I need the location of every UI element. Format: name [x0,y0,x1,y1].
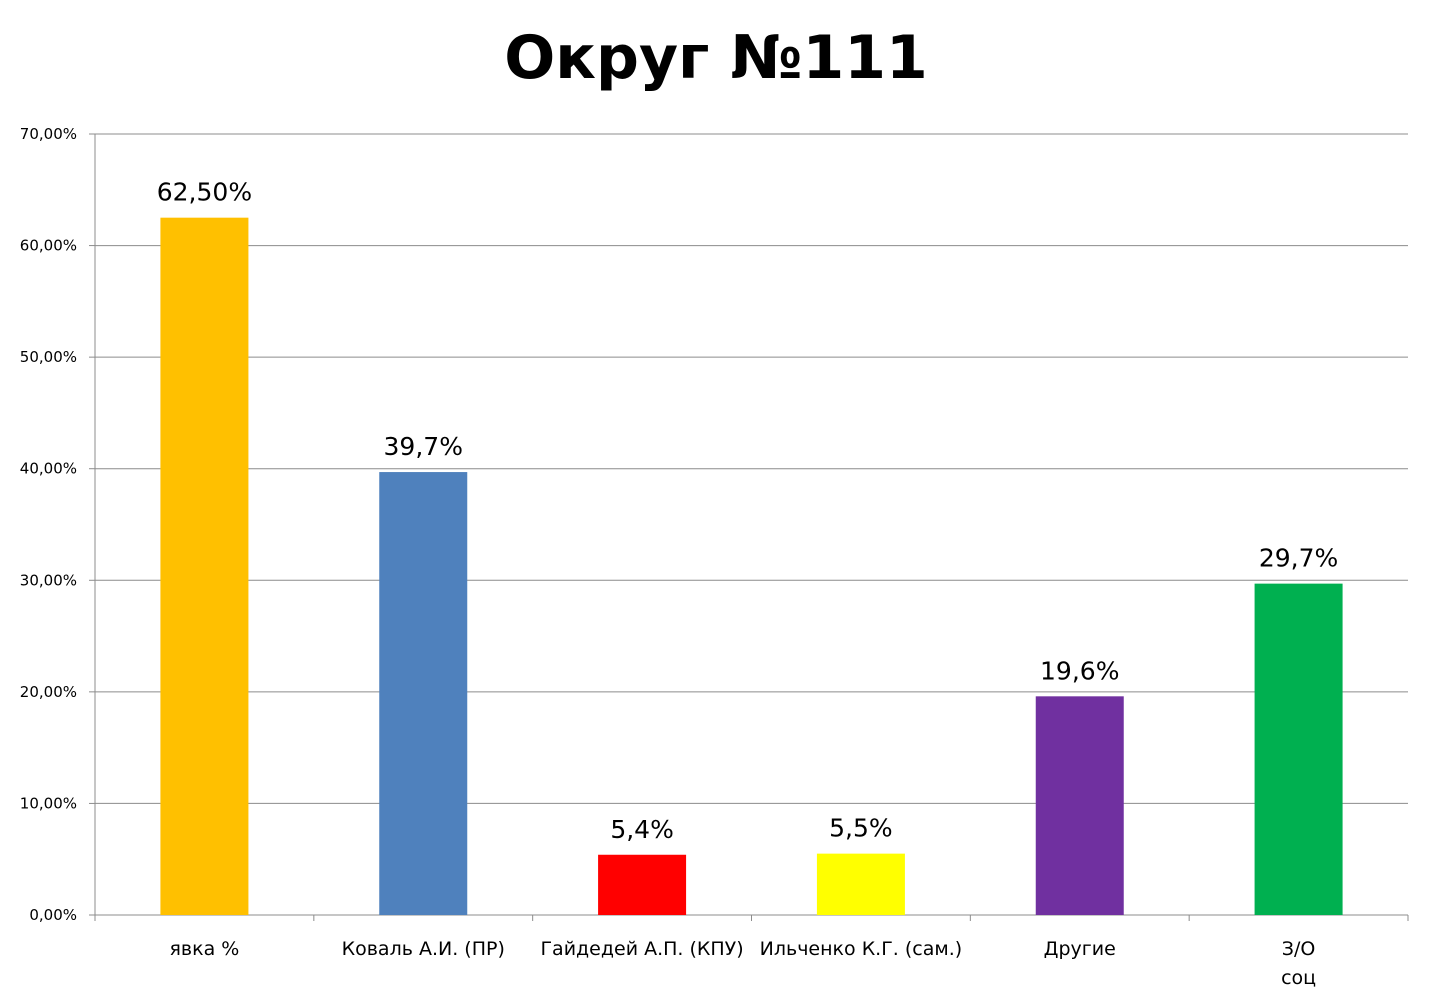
bar [816,853,905,915]
data-label: 29,7% [1259,544,1338,573]
y-tick-label: 20,00% [20,683,77,701]
bar [379,472,468,915]
y-tick-label: 70,00% [20,125,77,143]
x-category-label: Другие [1044,938,1116,960]
y-tick-label: 40,00% [20,460,77,478]
bar [1254,583,1343,915]
y-tick-label: 60,00% [20,237,77,255]
y-tick-label: 10,00% [20,794,77,812]
data-label: 19,6% [1040,656,1119,685]
x-category-label: Гайдедей А.П. (КПУ) [540,938,743,960]
data-label: 39,7% [384,432,463,461]
bar [160,217,249,915]
x-category-label: З/О [1282,938,1316,960]
data-label: 5,4% [610,815,674,844]
x-category-label: соц [1281,967,1316,989]
y-tick-label: 30,00% [20,571,77,589]
bar [1035,696,1124,915]
x-category-label: Ильченко К.Г. (сам.) [760,938,963,960]
chart-title: Округ №111 [504,23,928,93]
x-category-label: явка % [169,938,239,960]
bar [598,854,687,915]
y-tick-label: 0,00% [29,906,77,924]
x-category-label: Коваль А.И. (ПР) [342,938,505,960]
data-label: 5,5% [829,814,893,843]
y-tick-label: 50,00% [20,348,77,366]
data-label: 62,50% [157,178,252,207]
